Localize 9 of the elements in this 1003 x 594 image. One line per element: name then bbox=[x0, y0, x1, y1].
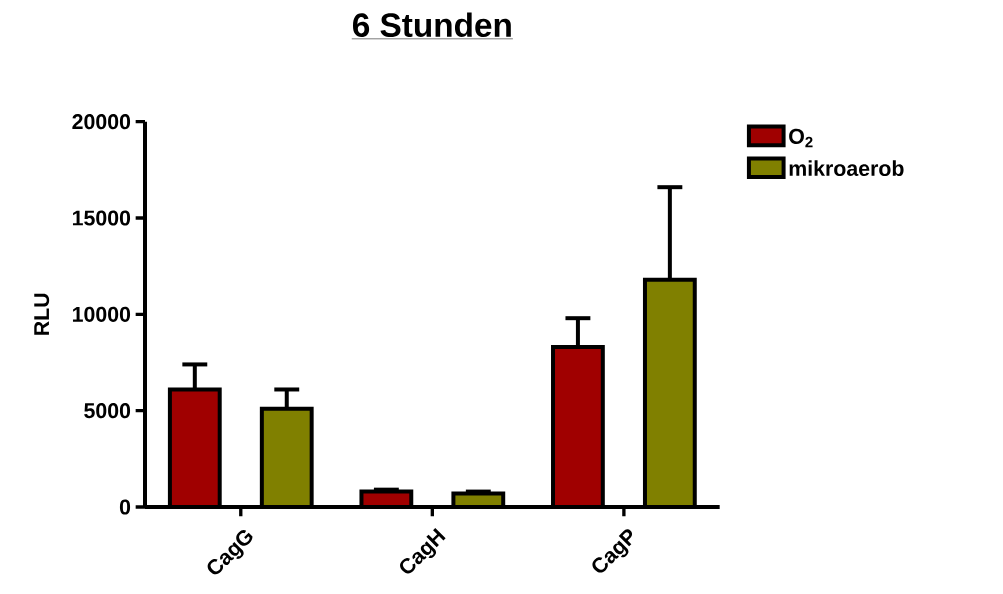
y-axis-title: RLU bbox=[34, 293, 50, 335]
y-tick-label: 0 bbox=[119, 499, 131, 515]
legend-label: mikroaerob bbox=[789, 160, 904, 176]
y-tick-label: 10000 bbox=[72, 306, 131, 322]
y-tick-label: 15000 bbox=[72, 210, 131, 226]
legend-label: O$_{2}$ bbox=[789, 128, 813, 148]
y-tick-label: 5000 bbox=[84, 403, 131, 419]
y-tick-label: 20000 bbox=[72, 114, 131, 130]
chart-title: 6 Stunden bbox=[352, 12, 511, 37]
